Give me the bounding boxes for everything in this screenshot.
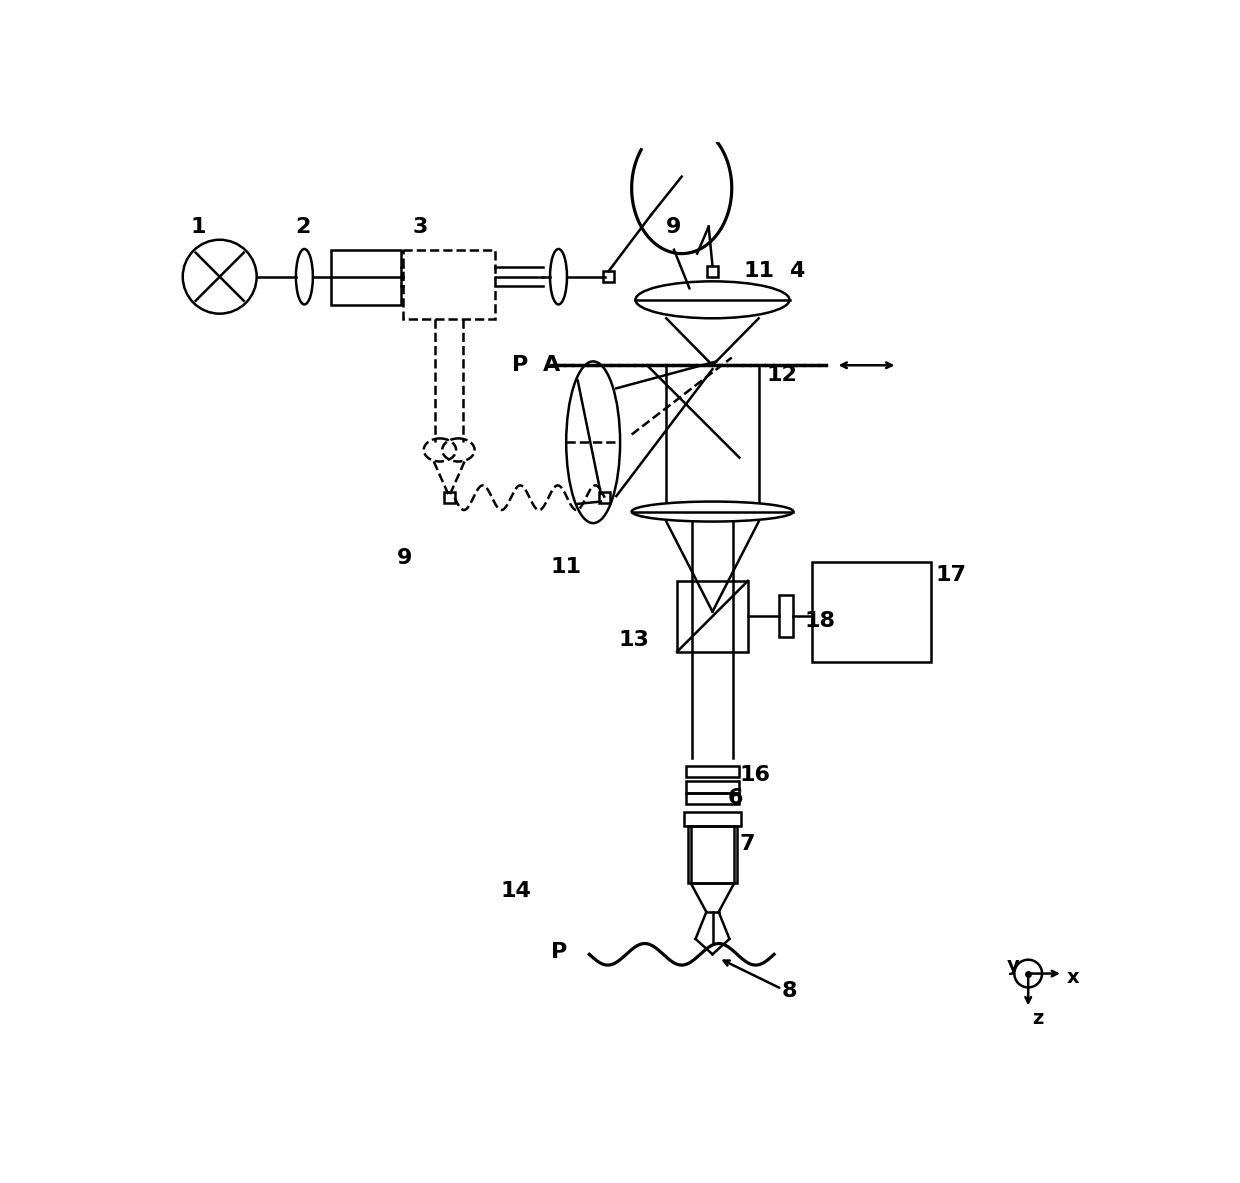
Bar — [403, 250, 495, 319]
Text: 6: 6 — [728, 788, 744, 808]
Bar — [444, 492, 455, 503]
Text: 9: 9 — [666, 216, 682, 237]
Text: 8: 8 — [781, 981, 797, 1001]
Bar — [688, 826, 737, 884]
Bar — [677, 581, 748, 652]
Text: z: z — [1032, 1009, 1043, 1028]
Bar — [686, 793, 739, 804]
Text: 7: 7 — [739, 834, 755, 854]
Text: 3: 3 — [412, 216, 428, 237]
Text: 2: 2 — [295, 216, 310, 237]
Text: 12: 12 — [766, 364, 797, 384]
Text: 11: 11 — [743, 260, 774, 280]
Text: 17: 17 — [936, 564, 967, 584]
Text: 16: 16 — [739, 765, 770, 786]
Bar — [686, 765, 739, 777]
Text: 14: 14 — [501, 880, 532, 900]
Text: 18: 18 — [805, 612, 836, 631]
Text: 1: 1 — [191, 216, 206, 237]
Bar — [812, 562, 931, 662]
Text: x: x — [1066, 968, 1079, 987]
Text: 9: 9 — [397, 548, 412, 568]
Text: P: P — [551, 942, 567, 962]
Bar — [686, 781, 739, 793]
Text: y: y — [1007, 956, 1019, 975]
Bar — [684, 812, 742, 826]
Text: 11: 11 — [551, 557, 582, 577]
Bar — [779, 595, 792, 638]
Text: A: A — [543, 355, 560, 375]
Bar — [603, 271, 614, 282]
Bar — [331, 250, 401, 305]
Text: 4: 4 — [790, 260, 805, 280]
Text: P: P — [512, 355, 528, 375]
Bar — [599, 492, 610, 503]
Bar — [707, 266, 718, 277]
Text: 13: 13 — [619, 631, 650, 651]
